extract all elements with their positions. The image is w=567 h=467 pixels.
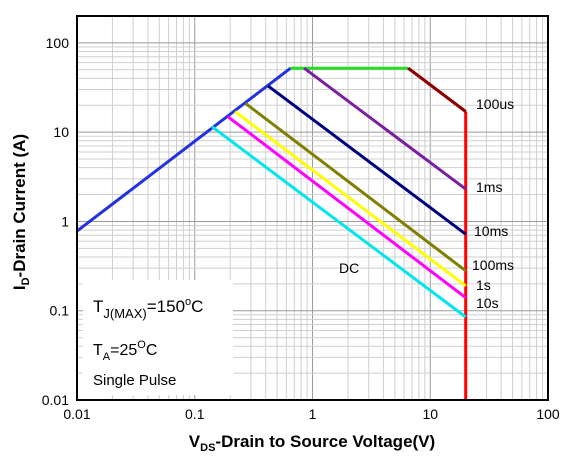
series-label-10s: 10s <box>476 295 499 311</box>
y-tick-label: 100 <box>46 35 70 51</box>
series-label-100us: 100us <box>476 96 514 112</box>
single-pulse-note: Single Pulse <box>93 372 176 389</box>
conditions-box <box>83 280 233 395</box>
x-axis-title: VDS-Drain to Source Voltage(V) <box>189 432 435 454</box>
ta-note: TA=25OC <box>93 339 157 363</box>
y-tick-label: 0.01 <box>42 392 69 408</box>
line-100ms <box>244 102 467 272</box>
plot-frame <box>76 15 549 401</box>
y-tick-label: 0.1 <box>50 303 70 319</box>
line-dc <box>211 125 467 319</box>
line-10s <box>226 115 467 299</box>
line-1s <box>234 110 467 287</box>
series-label-100ms: 100ms <box>472 257 514 273</box>
y-tick-label: 1 <box>61 213 69 229</box>
x-tick-label: 1 <box>309 406 317 422</box>
line-100us <box>407 67 467 113</box>
grid <box>76 15 548 401</box>
line-1ms <box>303 66 467 191</box>
y-tick-label: 10 <box>53 124 69 140</box>
tick-labels: 0.01 0.1 1 10 100 0.01 0.1 1 10 100 <box>42 35 560 422</box>
series-label-dc: DC <box>339 260 359 276</box>
x-tick-label: 10 <box>422 406 438 422</box>
series-label-1s: 1s <box>476 277 491 293</box>
plot-lines <box>76 66 468 400</box>
series-label-1ms: 1ms <box>476 179 502 195</box>
series-label-10ms: 10ms <box>474 223 508 239</box>
tj-max-note: TJ(MAX)=150oC <box>93 296 203 321</box>
x-tick-label: 0.01 <box>63 406 90 422</box>
x-tick-label: 100 <box>536 406 560 422</box>
y-axis-title: ID-Drain Current (A) <box>10 134 32 290</box>
line-rds-on-limit <box>76 67 292 233</box>
line-10ms <box>267 84 467 236</box>
series-labels: 100us 1ms 10ms 100ms 1s 10s DC <box>339 96 514 311</box>
x-tick-label: 0.1 <box>185 406 205 422</box>
